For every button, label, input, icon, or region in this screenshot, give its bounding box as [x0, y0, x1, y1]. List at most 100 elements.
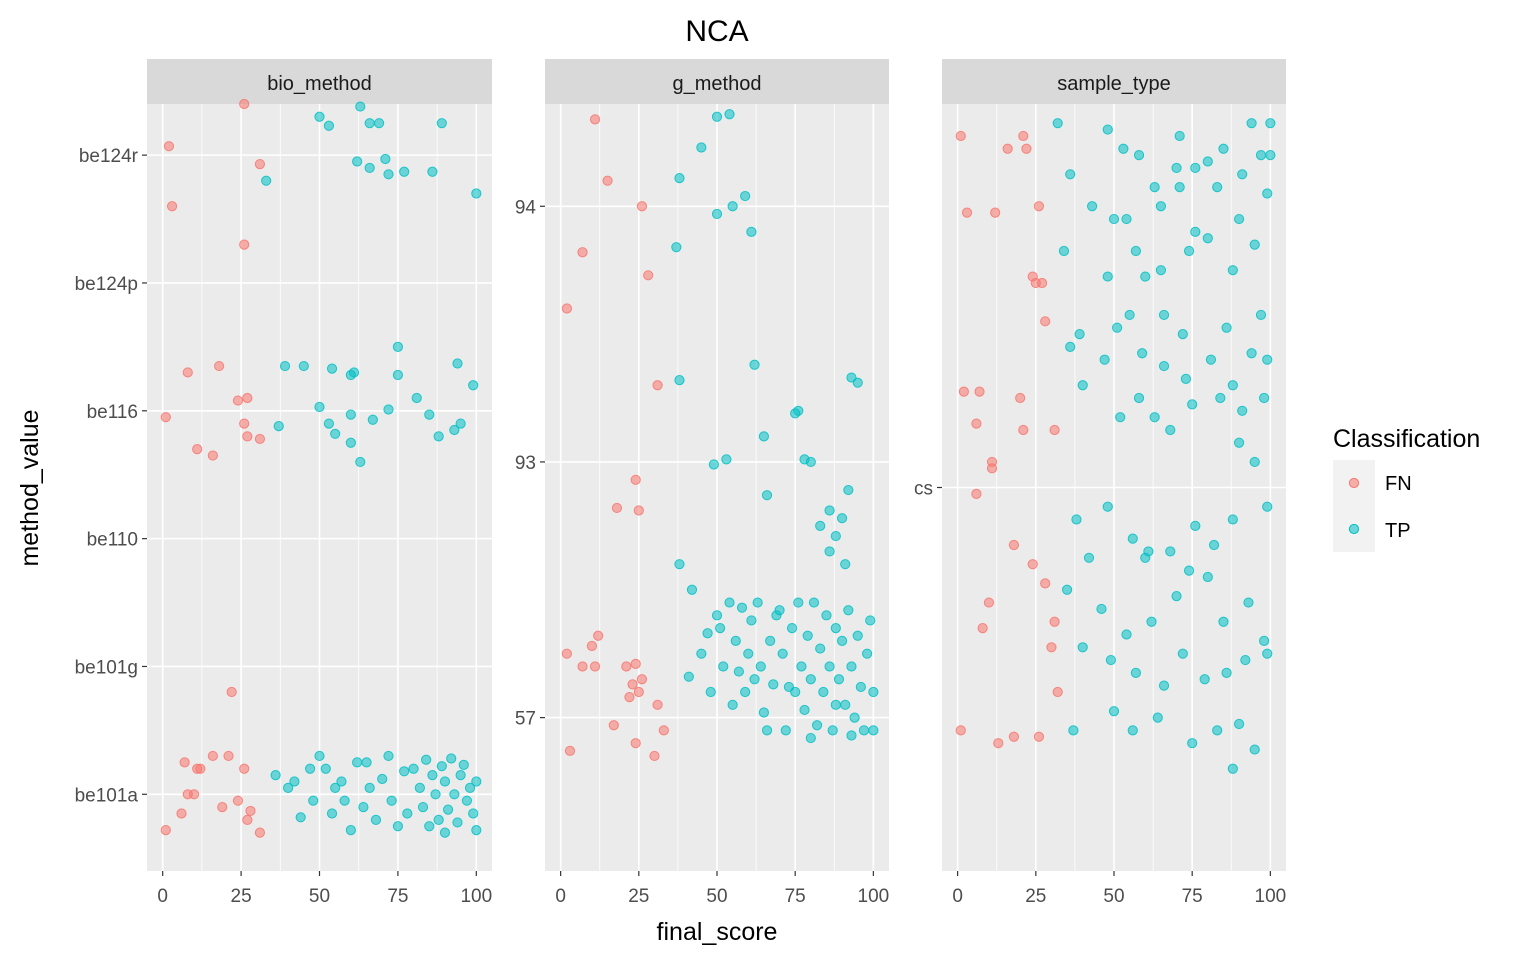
point-tp [1221, 667, 1232, 678]
point-tp [402, 808, 413, 819]
point-tp [320, 763, 331, 774]
point-tp [279, 360, 291, 372]
point-tp [358, 801, 369, 813]
point-fn [624, 692, 635, 703]
point-fn [577, 247, 588, 258]
point-fn [239, 418, 250, 429]
point-tp [1202, 156, 1213, 167]
point-tp [815, 643, 826, 654]
point-tp [458, 759, 469, 770]
x-tick-label: 25 [231, 886, 252, 907]
x-tick-label: 50 [706, 886, 727, 907]
point-fn [561, 303, 572, 314]
point-tp [711, 208, 723, 220]
y-tick-label: be116 [87, 402, 138, 423]
point-tp [323, 120, 335, 131]
point-fn [652, 380, 663, 391]
facet-strip-label: bio_method [267, 73, 372, 95]
point-tp [1052, 118, 1063, 129]
y-tick-label: be124p [75, 274, 138, 295]
point-fn [226, 686, 237, 698]
y-tick-label: 94 [515, 197, 537, 218]
point-tp [421, 754, 432, 765]
point-tp [1190, 162, 1201, 174]
chart-title: NCA [685, 15, 748, 48]
x-axis-title: final_score [657, 918, 778, 946]
point-tp [858, 725, 870, 736]
point-tp [298, 360, 309, 372]
point-tp [771, 610, 782, 621]
point-tp [1262, 648, 1273, 659]
point-fn [621, 661, 632, 672]
point-tp [1171, 162, 1182, 174]
x-tick-label: 25 [1025, 886, 1046, 907]
point-tp [414, 782, 425, 794]
point-tp [799, 704, 810, 716]
point-tp [1233, 437, 1245, 448]
point-tp [818, 686, 829, 698]
point-tp [1146, 616, 1157, 627]
point-fn [1002, 143, 1013, 154]
point-tp [464, 782, 476, 794]
point-fn [1040, 578, 1051, 589]
point-fn [1018, 424, 1029, 436]
point-tp [836, 635, 848, 647]
point-tp [364, 162, 375, 174]
point-tp [471, 776, 482, 787]
point-tp [377, 773, 388, 785]
point-fn [630, 474, 641, 485]
x-tick-label: 100 [460, 886, 492, 907]
point-tp [427, 166, 438, 177]
point-fn [179, 757, 190, 768]
point-tp [1183, 565, 1195, 576]
point-tp [452, 817, 463, 828]
point-tp [355, 456, 366, 468]
point-tp [1165, 546, 1176, 557]
point-tp [383, 404, 394, 415]
point-tp [430, 789, 441, 800]
point-fn [633, 505, 644, 516]
point-tp [352, 156, 363, 167]
point-fn [955, 130, 966, 142]
point-tp [674, 173, 685, 184]
point-fn [630, 738, 641, 749]
point-fn [232, 795, 244, 806]
point-tp [433, 814, 444, 825]
point-tp [468, 808, 479, 819]
point-fn [192, 444, 203, 455]
point-tp [1152, 712, 1163, 723]
x-tick-label: 100 [858, 886, 890, 907]
point-fn [214, 360, 225, 372]
point-tp [724, 597, 735, 608]
point-tp [1237, 169, 1248, 180]
point-tp [749, 674, 760, 685]
y-tick-label: 93 [515, 453, 536, 474]
point-tp [455, 418, 466, 429]
point-tp [408, 763, 419, 774]
point-tp [1165, 424, 1176, 436]
point-fn [1008, 539, 1020, 551]
point-fn [239, 763, 250, 774]
point-tp [808, 597, 820, 608]
point-tp [1137, 348, 1148, 359]
point-tp [1143, 546, 1154, 557]
point-tp [1202, 233, 1213, 244]
point-tp [383, 169, 394, 180]
point-tp [721, 454, 732, 465]
point-tp [424, 409, 435, 420]
point-fn [593, 630, 604, 641]
point-tp [1237, 405, 1248, 416]
point-tp [1249, 456, 1260, 468]
point-tp [1262, 354, 1273, 365]
point-tp [1199, 674, 1210, 685]
point-tp [1158, 309, 1170, 321]
point-tp [1112, 322, 1123, 333]
point-tp [399, 166, 410, 177]
point-tp [827, 725, 838, 736]
point-tp [736, 602, 748, 613]
point-fn [242, 392, 253, 404]
point-tp [1221, 322, 1232, 333]
point-tp [1187, 738, 1198, 749]
point-fn [254, 827, 266, 838]
